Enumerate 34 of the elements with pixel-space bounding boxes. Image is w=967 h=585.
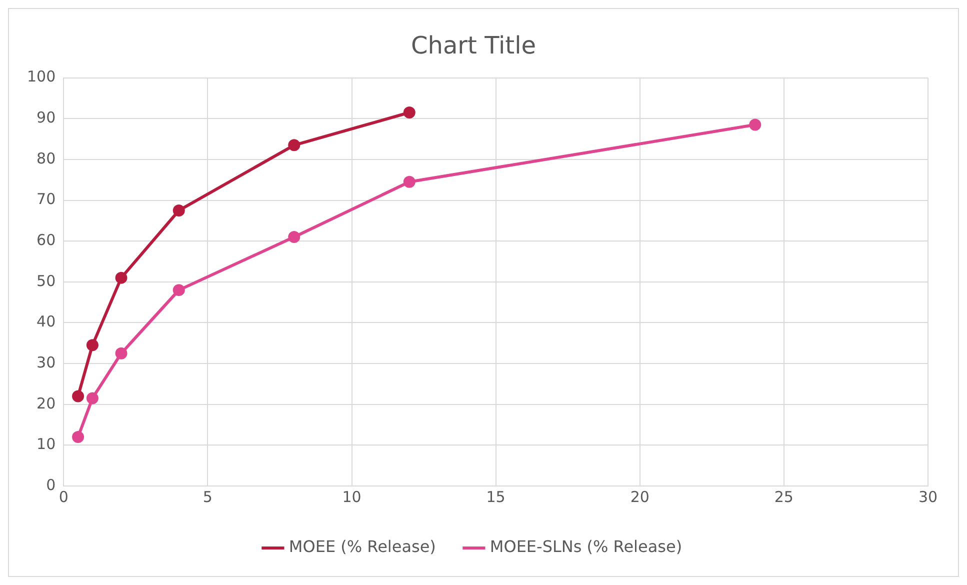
legend-label: MOEE (% Release): [288, 537, 436, 556]
chart-title: Chart Title: [410, 32, 536, 60]
y-tick-label: 30: [36, 353, 56, 372]
y-tick-label: 70: [36, 190, 56, 208]
x-tick-label: 15: [486, 488, 506, 506]
point: [172, 284, 185, 296]
y-tick-label: 50: [36, 272, 56, 290]
x-tick-label: 20: [630, 488, 650, 506]
point: [403, 176, 416, 188]
y-tick-label: 0: [46, 476, 56, 494]
point: [172, 204, 185, 216]
y-tick-label: 100: [26, 68, 56, 86]
point: [86, 339, 98, 352]
x-tick-label: 0: [58, 488, 68, 506]
x-tick-label: 10: [342, 488, 362, 506]
y-tick-label: 10: [36, 435, 56, 454]
x-tick-label: 30: [918, 488, 938, 506]
point: [115, 347, 128, 360]
point: [288, 231, 300, 243]
y-tick-label: 20: [36, 394, 56, 412]
point: [288, 139, 300, 152]
y-tick-label: 40: [36, 312, 56, 331]
y-tick-label: 60: [36, 230, 56, 249]
x-tick-label: 25: [774, 488, 794, 506]
point: [86, 392, 98, 404]
y-tick-label: 80: [36, 149, 56, 168]
point: [115, 272, 128, 284]
x-tick-label: 5: [202, 488, 212, 506]
y-tick-label: 90: [36, 108, 56, 127]
point: [403, 106, 416, 118]
point: [72, 431, 84, 444]
point: [749, 118, 762, 131]
point: [72, 390, 84, 402]
legend-label: MOEE-SLNs (% Release): [490, 537, 682, 556]
